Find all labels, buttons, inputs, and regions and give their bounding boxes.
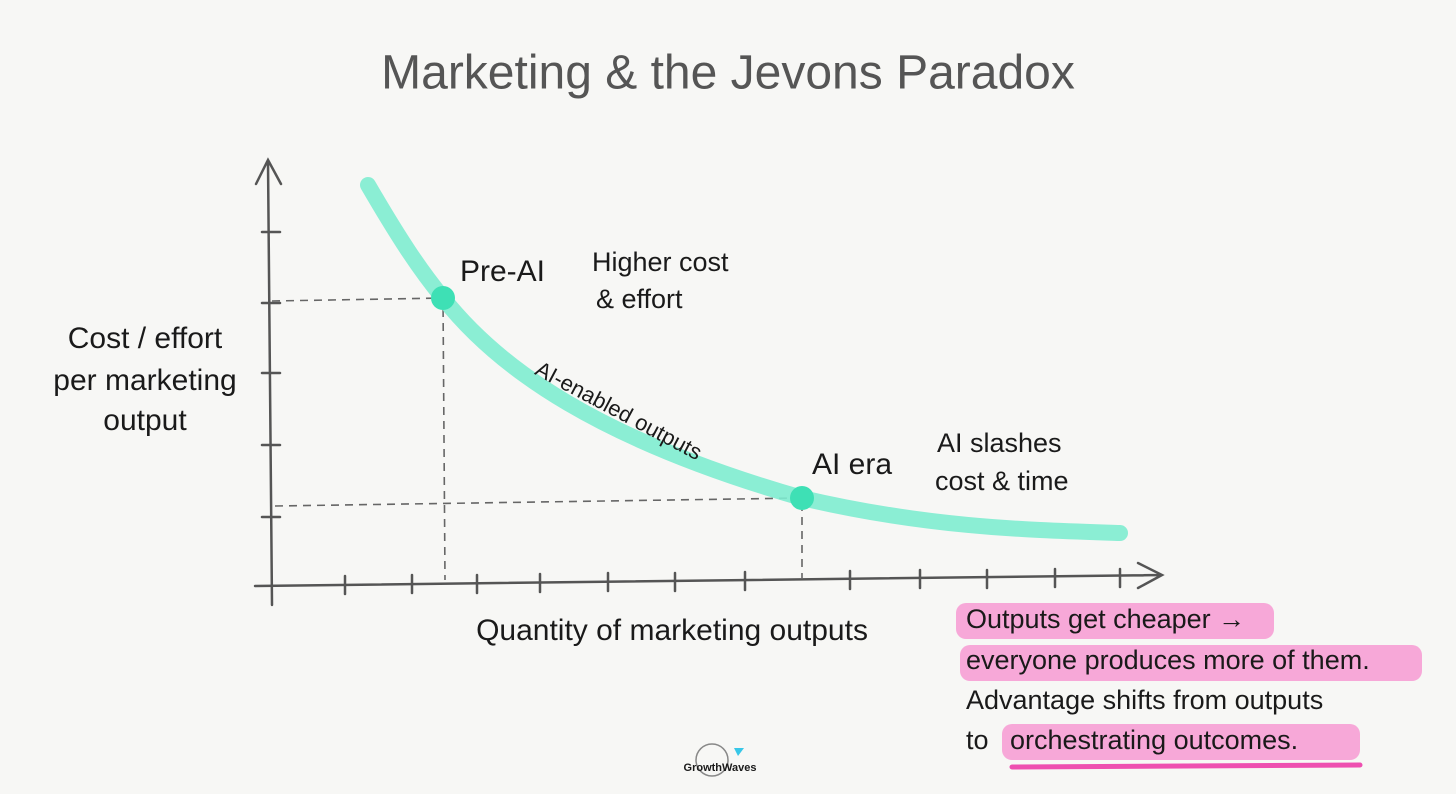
axes (253, 157, 1165, 607)
pre-ai-point (431, 286, 455, 310)
point-label: AI era (812, 448, 892, 481)
takeaway-line: to (966, 725, 989, 755)
logo-accent (734, 748, 744, 756)
demand-curve (360, 177, 1128, 541)
highlight (956, 603, 1274, 639)
x-axis (253, 561, 1165, 590)
point-label: Pre-AI (460, 255, 545, 288)
underline (1009, 762, 1363, 770)
highlight (1002, 724, 1360, 760)
logo-text: GrowthWaves (684, 762, 757, 774)
point-note: AI slashes (937, 428, 1062, 458)
logo-mark (695, 743, 729, 777)
point-note: & effort (596, 284, 683, 314)
takeaway-highlight: orchestrating outcomes. (1010, 725, 1298, 755)
ai-era-guide (274, 497, 803, 578)
y-axis-label: Cost / effort (68, 322, 223, 355)
y-axis-label: per marketing (53, 364, 236, 397)
ai-era-point (790, 486, 814, 510)
highlight (960, 645, 1422, 681)
logo: GrowthWaves (684, 743, 757, 777)
x-axis-label: Quantity of marketing outputs (476, 614, 868, 647)
title: Marketing & the Jevons Paradox (381, 47, 1075, 100)
point-note: Higher cost (592, 247, 729, 277)
y-axis (254, 157, 283, 607)
point-note: cost & time (935, 466, 1069, 496)
takeaway-line: Outputs get cheaper → (966, 604, 1245, 634)
takeaway-line: Advantage shifts from outputs (966, 685, 1323, 715)
x-ticks (343, 567, 1122, 596)
takeaway-line: everyone produces more of them. (966, 645, 1370, 675)
takeaway: Outputs get cheaper → everyone produces … (956, 603, 1422, 770)
y-axis-label: output (103, 404, 187, 437)
y-ticks (260, 230, 282, 519)
